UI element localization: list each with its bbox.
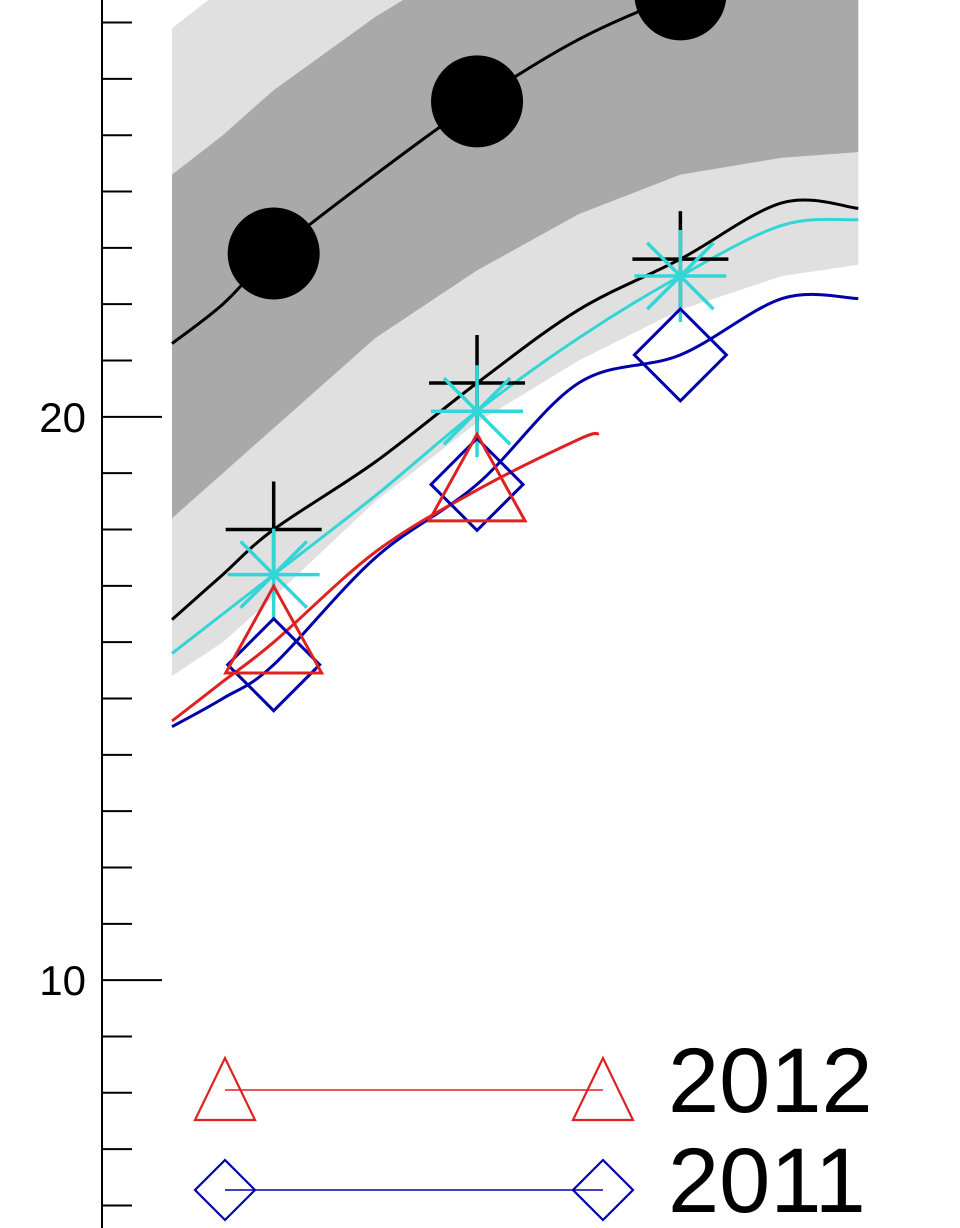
- marker-circle-2: [634, 0, 727, 41]
- marker-2012-1: [426, 430, 528, 523]
- legend-label-2011: 2011: [668, 1130, 866, 1228]
- marker-2011-2: [632, 306, 729, 404]
- series-line-2012: [171, 431, 600, 723]
- legend-marker-2012-right: [571, 1055, 635, 1122]
- y-tick-label-20: 20: [39, 394, 86, 441]
- band-inner: [172, 0, 859, 519]
- series-line-circle: [171, 0, 671, 345]
- series-markers: [223, 0, 729, 713]
- marker-asterisk-2: [634, 230, 727, 323]
- legend: 2012 2011: [193, 1030, 873, 1228]
- legend-entry-2012: 2012: [193, 1030, 873, 1132]
- marker-circle-1: [431, 55, 524, 148]
- marker-2012-0: [223, 583, 325, 675]
- y-axis: 10 20: [39, 0, 162, 1228]
- marker-2011-0: [225, 616, 322, 713]
- confidence-bands: [172, 0, 859, 676]
- legend-marker-2012-left: [193, 1055, 257, 1122]
- marker-2011-1: [428, 436, 526, 533]
- series-line-2011: [171, 292, 859, 729]
- legend-marker-2011-left: [193, 1158, 257, 1222]
- marker-asterisk-0: [227, 528, 320, 621]
- legend-marker-2011-right: [571, 1158, 635, 1222]
- marker-circle-0: [227, 207, 320, 300]
- marker-asterisk-1: [431, 365, 524, 458]
- y-tick-label-10: 10: [39, 957, 86, 1004]
- legend-entry-2011: 2011: [193, 1130, 866, 1228]
- legend-label-2012: 2012: [668, 1030, 873, 1132]
